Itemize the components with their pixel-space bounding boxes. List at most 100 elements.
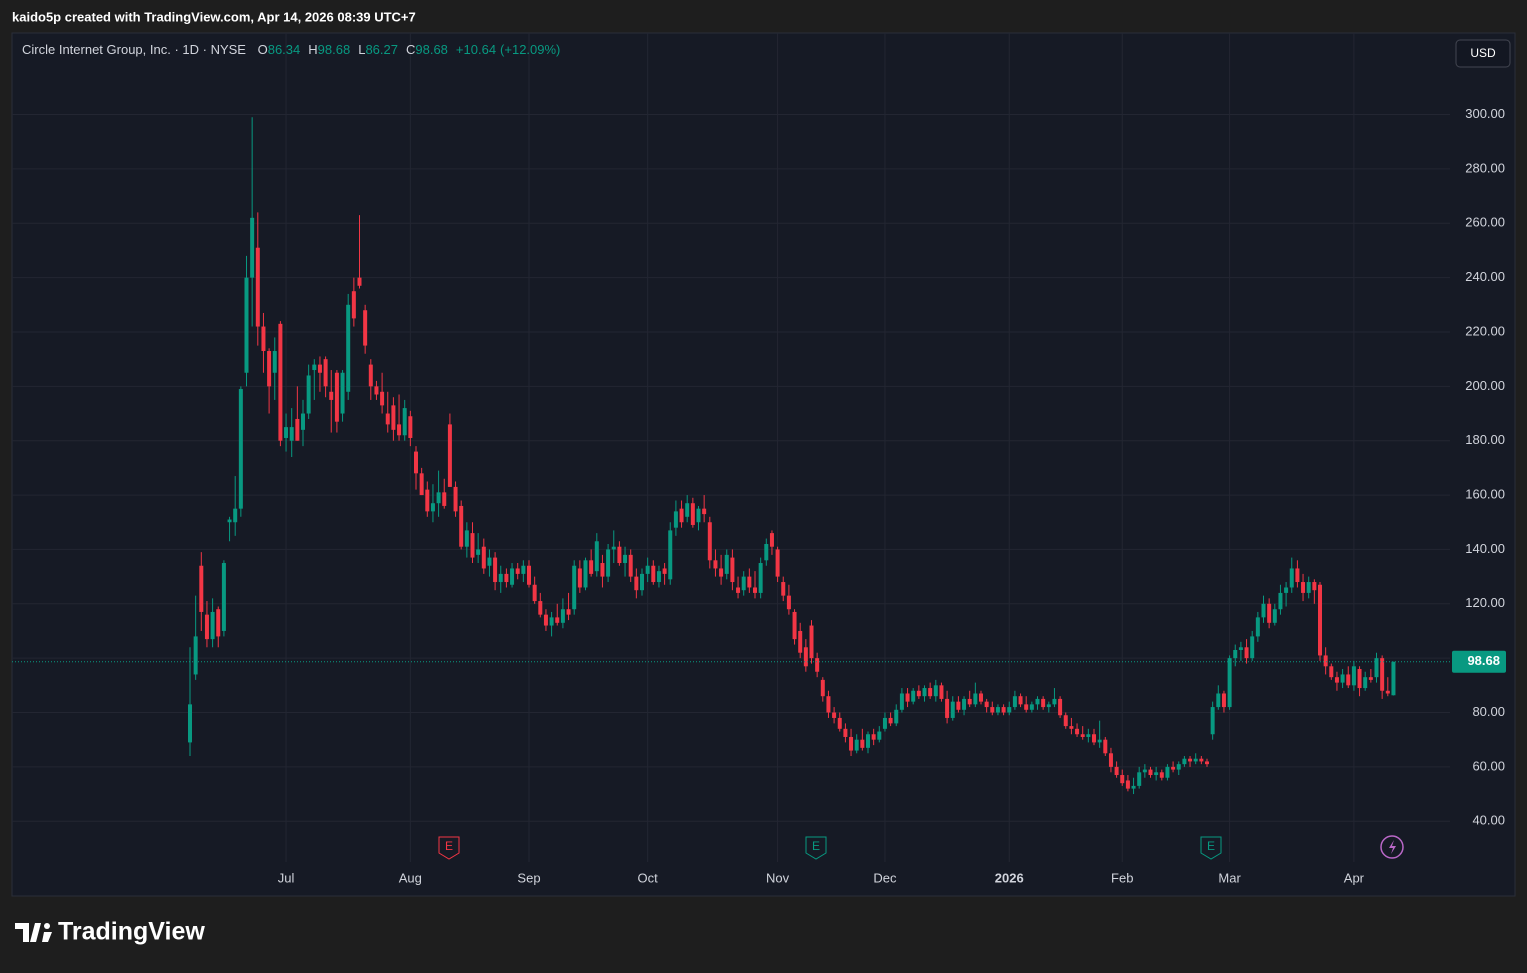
- candle-body: [521, 565, 526, 574]
- candle-body: [984, 701, 989, 708]
- candle-body: [430, 503, 435, 512]
- logo: TradingView: [15, 918, 205, 946]
- candle-body: [1368, 677, 1373, 680]
- candle-body: [572, 565, 577, 610]
- candle-body: [464, 530, 469, 547]
- candle-body: [1018, 696, 1023, 705]
- candle-body: [623, 554, 628, 564]
- candle-body: [640, 573, 644, 591]
- candle-body: [238, 389, 243, 509]
- lightning-icon: [1389, 840, 1396, 854]
- candle-body: [272, 351, 277, 373]
- y-tick-label: 160.00: [1465, 487, 1505, 502]
- candle-body: [1255, 617, 1260, 637]
- candle-body: [1380, 658, 1385, 691]
- candle-body: [1086, 734, 1091, 737]
- candle-body: [1267, 603, 1272, 623]
- candle-body: [741, 576, 746, 591]
- candle-body: [414, 451, 418, 474]
- y-tick-label: 300.00: [1465, 106, 1505, 121]
- candle-body: [408, 416, 413, 438]
- candle-body: [216, 609, 221, 637]
- candle-body: [1351, 666, 1356, 686]
- candle-body: [1346, 674, 1351, 686]
- candle-body: [1301, 582, 1306, 593]
- x-tick-label: Mar: [1218, 870, 1241, 885]
- candle-body: [1289, 568, 1294, 588]
- candle-body: [651, 565, 656, 583]
- candle-body: [736, 587, 741, 593]
- candle-body: [481, 546, 486, 569]
- candle-body: [606, 549, 611, 577]
- candle-body: [532, 584, 537, 602]
- candle-body: [973, 693, 978, 705]
- legend-value: 98.68: [318, 42, 351, 57]
- candle-body: [583, 560, 588, 588]
- candle-body: [221, 563, 226, 631]
- candle-body: [1306, 582, 1311, 593]
- candle-body: [1080, 734, 1085, 737]
- candle-body: [1340, 674, 1345, 683]
- candle-body: [289, 427, 294, 441]
- y-tick-label: 200.00: [1465, 378, 1505, 393]
- candle-body: [1075, 728, 1080, 735]
- candle-body: [402, 408, 407, 436]
- candle-body: [933, 685, 938, 697]
- event-shape: [1200, 836, 1222, 860]
- logo-dot: [44, 923, 50, 929]
- candle-body: [1227, 658, 1232, 708]
- candle-body: [1385, 690, 1390, 694]
- candle-body: [334, 372, 339, 422]
- candle-body: [662, 568, 667, 574]
- candle-body: [250, 217, 255, 278]
- candle-body: [1284, 587, 1289, 593]
- chart-frame: [11, 32, 1516, 897]
- candle-body: [775, 549, 780, 577]
- legend-value: 86.34: [268, 42, 301, 57]
- candle-body: [1007, 707, 1012, 713]
- candle-body: [962, 698, 967, 710]
- candle-body: [1024, 704, 1029, 710]
- candle-body: [724, 554, 729, 574]
- candle-body: [317, 364, 322, 373]
- candle-body: [453, 486, 458, 512]
- candle-body: [1329, 666, 1334, 678]
- candle-body: [758, 563, 763, 593]
- candle-body: [1137, 772, 1142, 786]
- candle-body: [645, 565, 650, 574]
- candle-body: [1295, 568, 1300, 583]
- candle-body: [1238, 647, 1243, 650]
- legend-change: +10.64: [456, 42, 496, 57]
- candle-body: [730, 557, 735, 583]
- candle-body: [1148, 769, 1153, 776]
- candle-body: [1250, 636, 1255, 659]
- candle-body: [436, 492, 441, 504]
- candle-body: [204, 614, 209, 640]
- candles: [188, 117, 1396, 795]
- candle-body: [832, 712, 837, 718]
- candle-body: [849, 736, 854, 751]
- attribution: kaido5p created with TradingView.com, Ap…: [12, 9, 416, 24]
- candle-body: [351, 291, 356, 319]
- candle-body: [363, 310, 368, 346]
- candle-body: [210, 611, 215, 640]
- currency-button[interactable]: [1455, 39, 1511, 68]
- candle-body: [374, 386, 379, 395]
- candle-body: [696, 508, 701, 523]
- candle-body: [340, 372, 345, 414]
- event-shape: [805, 836, 827, 860]
- candle-body: [747, 576, 752, 588]
- legend: Circle Internet Group, Inc. · 1D · NYSE …: [22, 42, 560, 57]
- candle-body: [193, 636, 198, 675]
- candle-body: [798, 630, 803, 653]
- candle-body: [1165, 766, 1170, 778]
- candle-body: [600, 563, 605, 577]
- candle-body: [199, 565, 204, 612]
- candle-body: [284, 427, 289, 438]
- last-price-box: [1452, 650, 1506, 673]
- candle-body: [685, 503, 690, 517]
- candle-body: [990, 707, 995, 713]
- candle-body: [1216, 693, 1221, 708]
- candle-body: [1125, 780, 1130, 789]
- candle-body: [1029, 704, 1034, 710]
